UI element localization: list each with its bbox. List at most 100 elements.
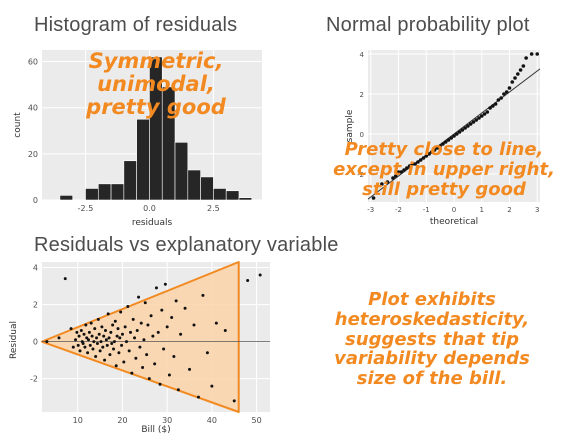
qq-point — [427, 152, 431, 156]
qq-point — [407, 164, 412, 168]
qq-point — [416, 160, 420, 164]
qq-point — [438, 144, 442, 148]
qq-point — [468, 122, 473, 126]
scatter-point — [92, 340, 96, 344]
qq-annotation: Pretty close to line, except in upper ri… — [333, 139, 555, 200]
scatter-point — [84, 323, 88, 327]
scatter-point — [82, 332, 86, 336]
scatter-x-tick-label: 40 — [207, 416, 217, 425]
qq-x-tick-label: 1 — [480, 206, 484, 214]
scatter-point — [151, 334, 155, 338]
qq-x-tick-label: 2 — [507, 206, 511, 214]
scatter-point — [97, 332, 101, 336]
histogram-bar — [174, 142, 189, 201]
scatter-point — [90, 334, 94, 338]
scatter-y-tick-label: -2 — [30, 375, 38, 384]
scatter-point — [93, 327, 97, 331]
scatter-point — [124, 340, 128, 344]
qq-point — [421, 156, 426, 160]
scatter-point — [89, 321, 93, 325]
qq-point — [452, 134, 456, 138]
scatter-point — [85, 336, 89, 340]
scatter-point — [78, 349, 82, 353]
qq-x-label: theoretical — [430, 217, 478, 227]
scatter-point — [137, 295, 141, 299]
qq-point — [454, 132, 459, 136]
qq-point — [435, 146, 440, 150]
qq-point — [485, 110, 490, 114]
histogram-annotation: Symmetric, unimodal, pretty good — [86, 49, 226, 120]
scatter-point — [75, 330, 79, 334]
scatter-point — [192, 323, 196, 327]
scatter-point — [104, 338, 108, 342]
scatter-point — [129, 330, 133, 334]
scatter-point — [126, 304, 130, 308]
histogram-x-tick-label: -2.5 — [78, 204, 94, 213]
qq-point — [496, 98, 501, 102]
scatter-point — [214, 321, 218, 325]
qq-point — [457, 130, 462, 134]
scatter-point — [160, 308, 164, 312]
qq-chart: -2 0 2 4 -3 -2 -1 0 1 2 3 theoretical sample — [345, 50, 541, 227]
qq-point — [443, 140, 448, 144]
qq-point — [405, 166, 409, 170]
scatter-point — [115, 334, 119, 338]
qq-point — [516, 72, 520, 76]
scatter-point — [110, 341, 114, 345]
scatter-point — [170, 316, 174, 320]
scatter-point — [57, 336, 61, 340]
scatter-point — [120, 332, 124, 336]
qq-point — [432, 148, 437, 152]
qq-point — [371, 196, 376, 200]
histogram-y-label: count — [13, 112, 23, 138]
scatter-point — [122, 360, 126, 364]
scatter-heading: Residuals vs explanatory variable — [34, 234, 339, 256]
qq-y-tick-label: 4 — [360, 51, 365, 59]
scatter-point — [63, 277, 67, 281]
scatter-point — [145, 353, 149, 357]
qq-point — [466, 124, 470, 128]
qq-point — [430, 150, 434, 154]
scatter-point — [114, 364, 118, 368]
qq-point — [529, 52, 534, 56]
scatter-point — [146, 323, 150, 327]
qq-x-tick-label: -1 — [423, 206, 430, 214]
qq-point — [507, 86, 512, 90]
scatter-point — [118, 336, 122, 340]
scatter-point — [87, 330, 91, 334]
scatter-point — [141, 366, 145, 370]
scatter-y-tick-label: 0 — [33, 338, 38, 347]
scatter-point — [112, 340, 116, 344]
qq-x-tick-label: -3 — [367, 206, 374, 214]
qq-point — [535, 52, 540, 56]
qq-point — [399, 170, 404, 174]
residual-scatter-chart: -2 0 2 4 10 20 30 40 50 Bill ($) Residual — [9, 261, 270, 435]
qq-point — [449, 136, 454, 140]
scatter-point — [158, 382, 162, 386]
scatter-point — [130, 371, 134, 375]
scatter-point — [176, 388, 180, 392]
scatter-x-tick-label: 30 — [162, 416, 172, 425]
qq-point — [488, 106, 492, 110]
qq-y-tick-label: 2 — [360, 91, 364, 99]
scatter-point — [188, 367, 192, 371]
scatter-point — [105, 343, 109, 347]
scatter-point — [174, 299, 178, 303]
scatter-point — [138, 345, 142, 349]
histogram-bar — [200, 176, 214, 201]
qq-point — [393, 174, 398, 178]
qq-point — [446, 138, 451, 142]
scatter-x-tick-label: 20 — [117, 416, 127, 425]
scatter-point — [149, 314, 153, 318]
qq-point — [510, 80, 515, 84]
histogram-y-tick-label: 20 — [28, 150, 38, 159]
scatter-point — [135, 329, 139, 333]
scatter-point — [112, 347, 116, 351]
qq-point — [491, 104, 495, 108]
histogram-y-tick-label: 60 — [28, 58, 38, 67]
histogram-chart: 0 20 40 60 -2.5 0.0 2.5 residuals count — [13, 50, 262, 228]
scatter-point — [77, 334, 81, 338]
scatter-point — [154, 286, 158, 290]
scatter-point — [99, 340, 103, 344]
scatter-point — [107, 336, 111, 340]
